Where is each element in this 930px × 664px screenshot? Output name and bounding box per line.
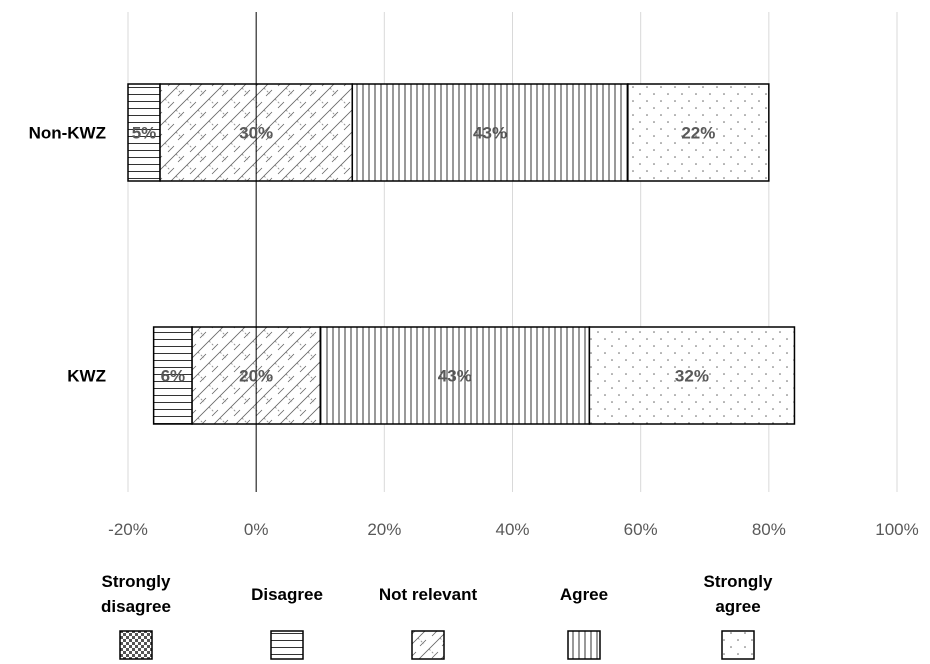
- x-tick-label: 20%: [367, 520, 401, 539]
- bar-non-kwz-disagree: [127, 83, 161, 182]
- legend-label: Not relevant: [379, 585, 478, 604]
- data-label: 32%: [675, 367, 709, 386]
- legend-label: disagree: [101, 597, 171, 616]
- x-tick-label: -20%: [108, 520, 148, 539]
- bar-kwz-strongly-agree: [588, 326, 796, 425]
- legend-label: agree: [715, 597, 760, 616]
- legend-swatch: [270, 630, 304, 660]
- category-label: KWZ: [67, 367, 106, 386]
- data-label: 43%: [473, 124, 507, 143]
- legend-label: Strongly: [102, 572, 171, 591]
- data-label: 6%: [161, 367, 186, 386]
- legend-swatch: [721, 630, 755, 660]
- data-label: 5%: [132, 124, 157, 143]
- data-label: 20%: [239, 367, 273, 386]
- legend-item-strongly-disagree: Strongly disagree: [101, 572, 171, 660]
- category-labels: Non-KWZ KWZ: [29, 124, 106, 386]
- legend-swatch: [567, 630, 601, 660]
- legend-swatch: [411, 630, 445, 660]
- category-label: Non-KWZ: [29, 124, 106, 143]
- data-label: 22%: [681, 124, 715, 143]
- legend-label: Disagree: [251, 585, 323, 604]
- data-label: 43%: [438, 367, 472, 386]
- x-tick-label: 80%: [752, 520, 786, 539]
- bar-kwz-disagree: [152, 326, 193, 425]
- legend-item-strongly-agree: Strongly agree: [704, 572, 773, 660]
- bar-non-kwz-strongly-agree: [627, 83, 770, 182]
- x-tick-label: 0%: [244, 520, 269, 539]
- legend-item-agree: Agree: [560, 585, 608, 660]
- x-tick-label: 60%: [624, 520, 658, 539]
- bar-kwz-agree: [319, 326, 591, 425]
- x-axis-ticks: -20% 0% 20% 40% 60% 80% 100%: [108, 520, 919, 539]
- data-label: 30%: [239, 124, 273, 143]
- data-labels: 5% 30% 43% 22% 6% 20% 43% 32%: [132, 124, 716, 386]
- x-tick-label: 40%: [495, 520, 529, 539]
- legend-swatch: [119, 630, 153, 660]
- x-tick-label: 100%: [875, 520, 918, 539]
- legend: Strongly disagree Disagree Not relevant Agre…: [101, 572, 773, 660]
- legend-label: Agree: [560, 585, 608, 604]
- legend-item-not-relevant: Not relevant: [379, 585, 478, 660]
- legend-item-disagree: Disagree: [251, 585, 323, 660]
- legend-label: Strongly: [704, 572, 773, 591]
